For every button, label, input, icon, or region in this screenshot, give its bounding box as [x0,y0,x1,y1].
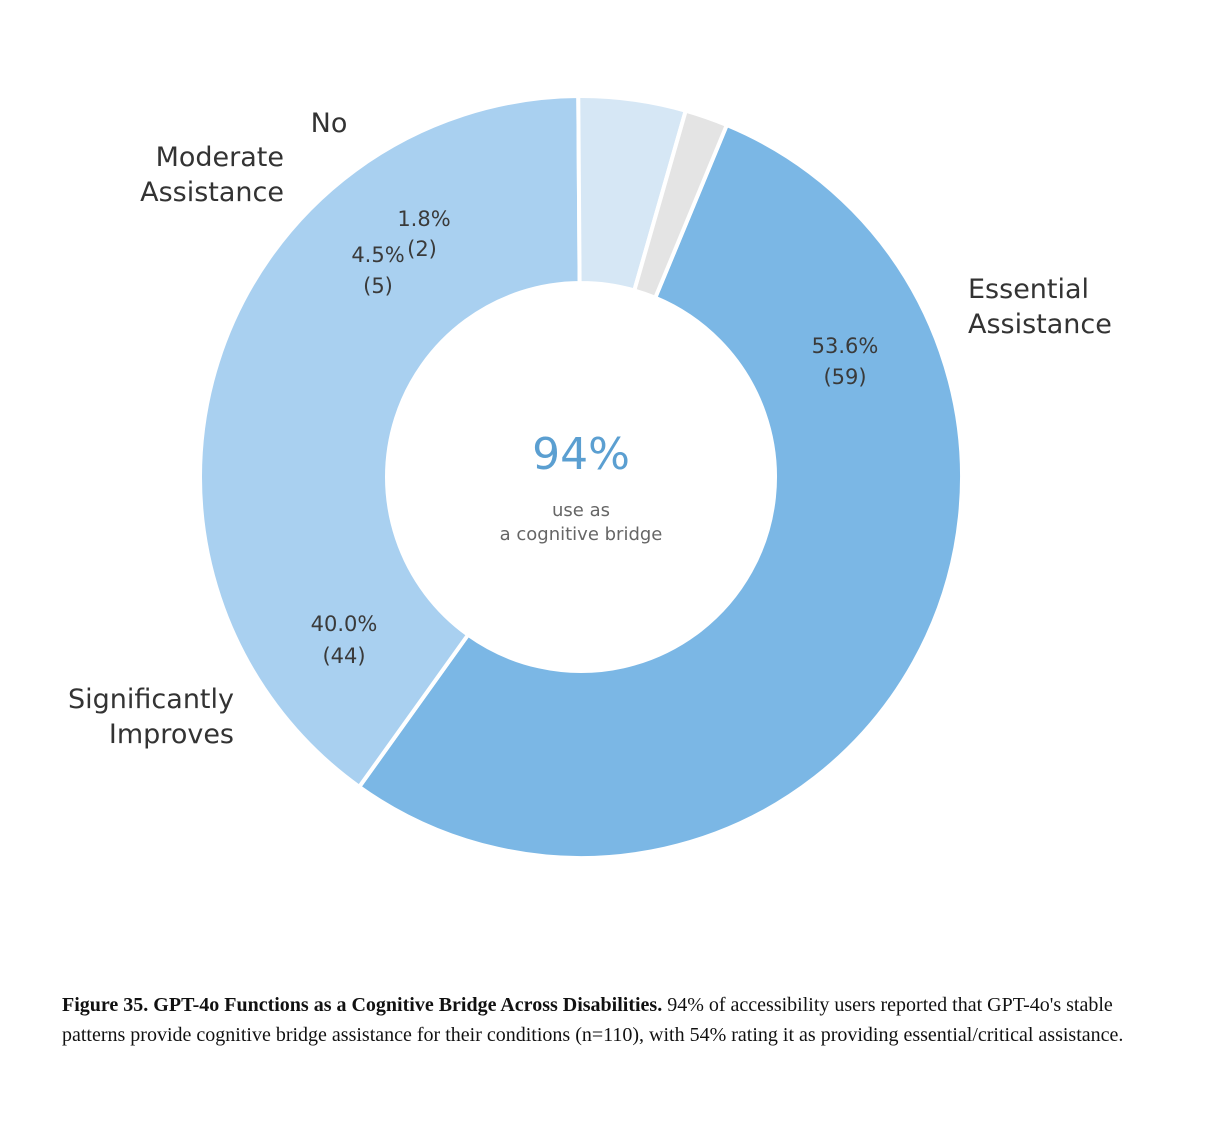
data-label-essential-count: (59) [823,365,866,389]
figure-caption: Figure 35. GPT-4o Functions as a Cogniti… [62,990,1142,1050]
slice-no [631,108,730,301]
data-label-moderate-percent: 4.5% [351,243,404,267]
center-value: 94% [532,429,630,480]
category-label-essential-line-1: Essential [968,274,1089,305]
category-label-no: No [311,108,348,139]
slice-essential-assistance [356,122,964,860]
category-label-significantly-line-1: Significantly [68,684,234,715]
category-label-moderate-line-1: Moderate [156,142,284,173]
caption-title: Figure 35. GPT-4o Functions as a Cogniti… [62,994,663,1016]
category-label-moderate-line-2: Assistance [140,177,284,208]
donut-slices [198,93,964,860]
data-label-no-count: (2) [407,237,437,261]
data-label-no-percent: 1.8% [397,207,450,231]
category-label-significantly-line-2: Improves [109,719,234,750]
data-label-essential-percent: 53.6% [812,334,879,358]
slice-significantly-improves [198,93,582,790]
donut-chart: 94% use as a cognitive bridge 53.6% (59)… [68,93,1112,860]
center-subtitle-line-2: a cognitive bridge [500,524,663,545]
center-subtitle-line-1: use as [552,500,610,521]
category-label-essential-line-2: Assistance [968,309,1112,340]
caption-body: 94% of accessibility users reported that… [62,994,1124,1046]
data-label-significantly-percent: 40.0% [311,612,378,636]
data-label-moderate-count: (5) [363,274,393,298]
data-label-significantly-count: (44) [322,644,365,668]
